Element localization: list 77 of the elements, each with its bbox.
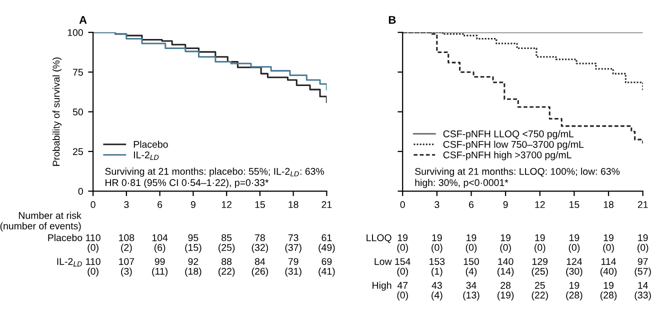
text: 153 (1) <box>430 258 445 277</box>
text: 19 (0) <box>432 234 442 253</box>
x-tick-label: 21 <box>638 201 648 208</box>
text: 150 (4) <box>464 258 479 277</box>
text: 19 (28) <box>600 282 617 300</box>
text: 19 (0) <box>603 234 614 253</box>
text: 43 (4) <box>432 282 442 300</box>
legend-label: Placebo <box>134 140 168 148</box>
text: 61 (49) <box>318 234 335 253</box>
text: IL-2$_{LD}$ <box>57 258 82 266</box>
text: Number at risk (number of events) <box>0 212 82 232</box>
x-tick-label: 6 <box>469 201 474 208</box>
chart-title: B <box>388 16 396 24</box>
text: 19 (0) <box>568 234 580 253</box>
text: 47 (0) <box>397 282 408 300</box>
text: 19 (0) <box>500 234 511 253</box>
annotation: Surviving at 21 months: LLOQ: 100%; low: 63% high: 30%, p<0·0001* <box>415 168 620 188</box>
text: 95 (15) <box>185 234 202 253</box>
text: Placebo <box>48 234 82 242</box>
text: 88 (22) <box>218 258 235 277</box>
y-tick-label: 100 <box>68 29 83 36</box>
x-tick-label: 0 <box>400 201 405 208</box>
y-tick-label: 25 <box>73 148 83 156</box>
text: 19 (0) <box>534 234 546 253</box>
text: 107 (3) <box>119 258 134 277</box>
text: 78 (32) <box>252 234 268 253</box>
text: Low <box>374 258 392 265</box>
text: 84 (26) <box>252 258 268 277</box>
x-tick-label: 18 <box>288 201 298 208</box>
x-tick-label: 6 <box>158 201 162 208</box>
text: 19 (0) <box>466 234 477 253</box>
x-tick-label: 18 <box>604 201 614 208</box>
text: 92 (18) <box>185 258 202 277</box>
legend-label: CSF-pNFH LLOQ <750 pg/mL <box>443 130 574 140</box>
text: Surviving at 21 months: placebo: 55%; IL-2$_{LD}$: 63% HR 0·81 (95% CI 0·54–1·22), p=0·33* <box>105 168 324 188</box>
text: 114 (40) <box>600 258 617 277</box>
y-tick-label: 75 <box>73 68 83 76</box>
text: 14 (33) <box>634 282 651 300</box>
text: 73 (37) <box>285 234 302 253</box>
text: 104 (6) <box>152 234 168 253</box>
text: 69 (41) <box>318 258 335 277</box>
x-tick-label: 21 <box>322 201 332 208</box>
text: 85 (25) <box>218 234 235 253</box>
text: LLOQ <box>366 234 392 243</box>
text: 28 (19) <box>498 282 514 300</box>
chart-title: A <box>79 16 87 24</box>
text: 154 (0) <box>395 258 410 277</box>
x-tick-label: 12 <box>535 201 545 208</box>
text: 19 (0) <box>638 234 648 253</box>
text: 108 (2) <box>119 234 134 253</box>
x-tick-label: 12 <box>222 201 232 208</box>
text: 140 (14) <box>498 258 514 277</box>
text: 79 (31) <box>285 258 302 277</box>
x-tick-label: 15 <box>255 201 265 208</box>
x-tick-label: 3 <box>434 201 440 208</box>
text: 110 (0) <box>86 258 100 277</box>
legend-label: CSF-pNFH high >3700 pg/mL <box>443 151 572 160</box>
x-tick-label: 15 <box>570 201 580 208</box>
x-tick-label: 9 <box>503 201 508 208</box>
text: 129 (25) <box>532 258 548 277</box>
x-tick-label: 9 <box>190 201 196 208</box>
x-tick-label: 3 <box>124 201 129 208</box>
y-tick-label: 0 <box>78 188 83 195</box>
text: 34 (13) <box>463 282 480 300</box>
y-axis-title: Probability of survival (%) <box>52 58 62 166</box>
text: 110 (0) <box>86 234 100 253</box>
text: 97 (57) <box>634 258 651 277</box>
text: 19 (28) <box>566 282 582 300</box>
text: 19 (0) <box>397 234 408 253</box>
text: High <box>372 282 392 291</box>
text: 99 (11) <box>152 258 168 277</box>
legend-label: IL-2$_{LD}$ <box>134 151 159 160</box>
y-tick-label: 50 <box>72 108 83 116</box>
x-tick-label: 0 <box>90 201 96 208</box>
text: 124 (30) <box>566 258 582 277</box>
legend-label: CSF-pNFH low 750–3700 pg/mL <box>443 140 584 150</box>
text: 25 (22) <box>532 282 548 300</box>
